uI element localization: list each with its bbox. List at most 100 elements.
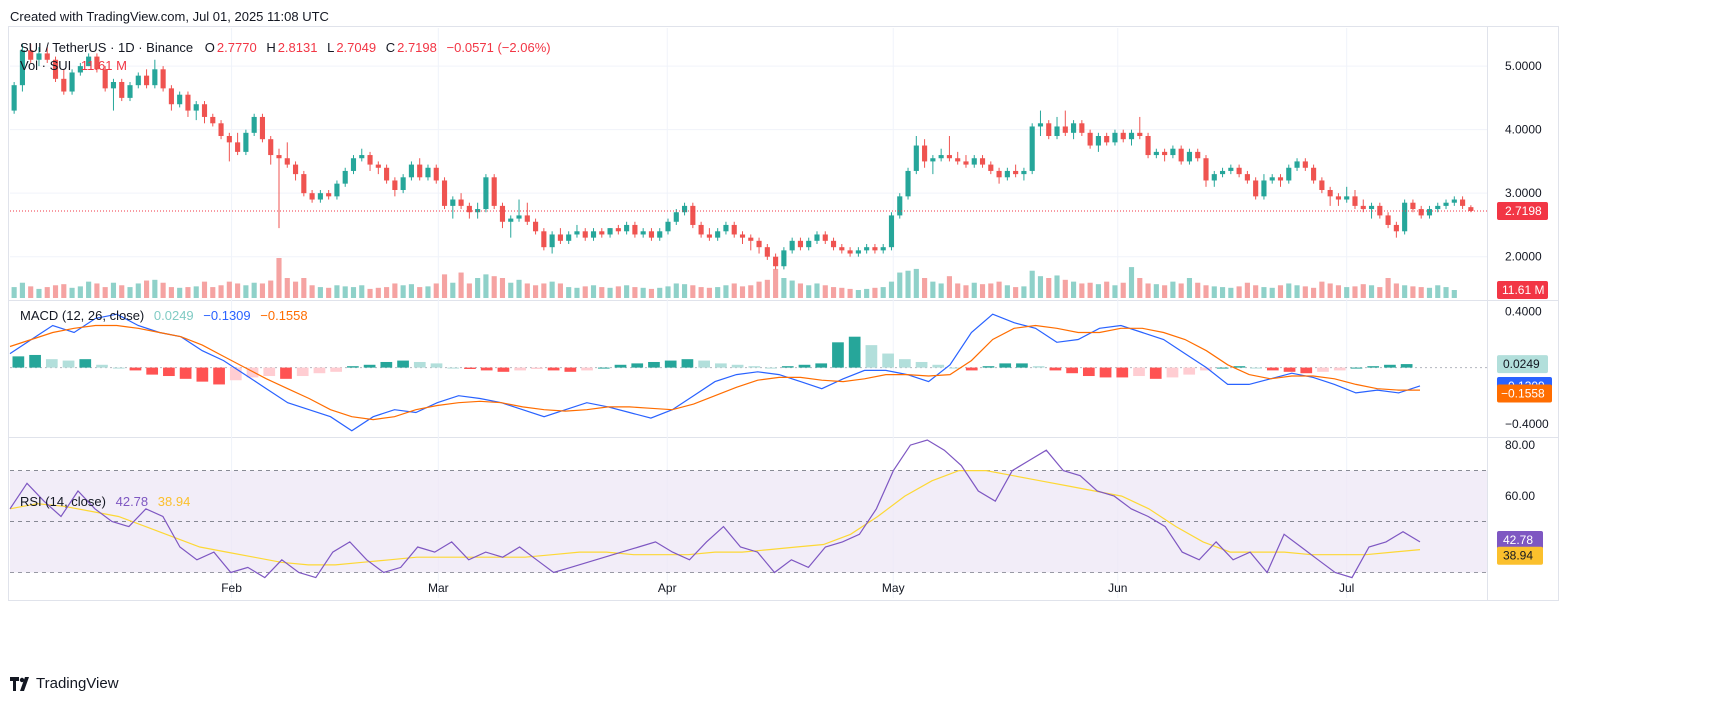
candle-body [582,231,588,238]
close-value: 2.7198 [397,40,437,55]
volume-bar [1046,278,1052,298]
candle-body [1286,167,1292,181]
volume-bar [541,283,547,298]
candle-body [1021,170,1027,175]
volume-bar [1120,282,1126,298]
volume-bar [1236,286,1242,298]
volume-bar [673,283,679,298]
candle-body [640,231,646,235]
macd-hist-bar [45,359,58,368]
candle-body [1153,151,1159,156]
footer-brand[interactable]: TradingView [10,675,119,692]
macd-hist-bar [1016,363,1028,368]
volume-label[interactable]: Vol · SUI [20,58,72,73]
macd-hist-bar [1116,367,1129,378]
candle-body [715,231,721,238]
macd-hist-bar [765,367,777,369]
candle-body [566,234,572,241]
macd-hist-bar [146,367,159,375]
chart-frame [8,26,1559,601]
macd-line [9,313,1421,432]
volume-bar [177,287,183,298]
macd-legend: MACD (12, 26, close) 0.0249 −0.1309 −0.1… [20,308,310,323]
macd-hist-bar [882,353,894,368]
candle-body [450,199,456,206]
volume-bar [1360,284,1366,298]
candle-body [864,247,870,251]
volume-bar [268,280,274,298]
candle-body [938,155,944,159]
candle-body [739,234,746,238]
volume-bar [632,287,638,298]
time-axis-label: Feb [221,581,242,595]
volume-bar [839,287,845,298]
macd-hist-bar [999,363,1012,368]
macd-title[interactable]: MACD (12, 26, close) [20,308,145,323]
candle-body [417,164,423,178]
candle-body [756,240,762,248]
candle-body [1079,123,1085,133]
volume-bar [681,284,688,298]
volume-bar [946,276,952,298]
volume-bar [1253,285,1259,298]
candle-body [615,228,621,232]
candle-body [681,205,688,213]
volume-bar [425,286,431,298]
macd-hist-bar [246,367,259,378]
candle-body [144,75,150,86]
volume-bar [582,286,588,298]
macd-axis-label: 0.4000 [1505,304,1542,318]
volume-bar [715,287,721,298]
candle-body [955,158,961,162]
volume-bar [1195,282,1201,298]
candle-body [706,234,712,238]
macd-hist-bar [313,367,326,374]
volume-bar [533,285,539,298]
candle-body [1137,132,1143,136]
volume-bar [400,285,406,298]
macd-value: −0.1309 [203,308,251,323]
rsi-title[interactable]: RSI (14, close) [20,494,106,509]
volume-bar [1302,286,1308,298]
volume-bar [408,284,414,298]
macd-hist-bar [12,356,25,368]
volume-bar [359,285,365,298]
macd-hist-bar [547,367,560,371]
volume-bar [1211,286,1217,298]
candle-body [52,59,59,79]
volume-bar [1286,283,1292,298]
volume-bar [830,287,837,298]
volume-bar [218,285,224,298]
candle-body [317,193,323,200]
candle-body [1203,158,1209,181]
volume-bar [1352,286,1358,298]
volume-bar [773,268,779,298]
volume-bar [971,282,977,298]
candle-body [1377,205,1383,216]
candle-body [963,161,969,165]
candle-body [1294,161,1300,168]
last-price-badge [1497,201,1548,220]
candle-body [243,132,249,152]
volume-bar [806,285,812,298]
volume-bar [102,287,108,298]
candle-body [1071,123,1077,133]
macd-hist-bar [29,354,41,368]
macd-hist-bar [330,367,343,372]
candle-body [483,177,489,210]
candle-body [210,116,216,124]
macd-hist-bar [229,367,242,381]
candle-body [1335,196,1341,200]
macd-hist-bar [832,342,844,368]
volume-bar [1335,285,1341,298]
symbol-label[interactable]: SUI / TetherUS · 1D · Binance [20,40,194,55]
volume-bar [1178,283,1184,298]
candle-body [1120,132,1126,140]
candle-body [822,234,828,241]
candle-body [590,231,597,238]
volume-badge [1497,281,1548,299]
macd-hist-bar [1250,367,1262,369]
rsi-ma-value: 38.94 [157,494,191,509]
volume-bar [615,286,621,298]
